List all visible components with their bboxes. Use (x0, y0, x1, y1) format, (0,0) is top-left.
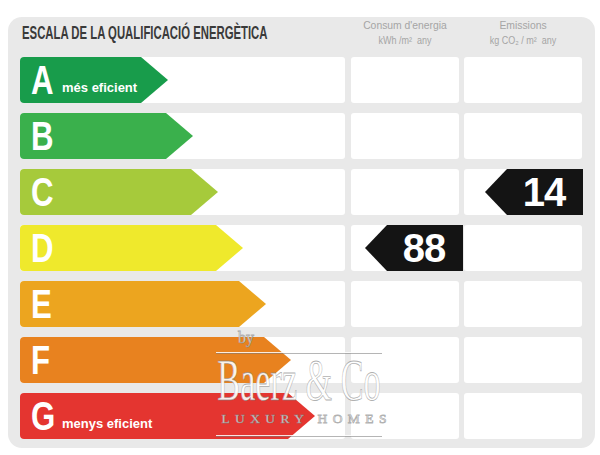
emissions-cell (464, 337, 582, 383)
rating-row-d: D88 (8, 225, 595, 271)
emissions-column-title: Emissions (470, 19, 576, 31)
watermark-name: Baerz & Co (217, 350, 380, 410)
consum-cell (351, 113, 459, 159)
rating-letter: G (31, 396, 55, 436)
rating-row-b: B (8, 113, 595, 159)
rating-arrow-c: C (20, 169, 218, 215)
rating-letter: D (31, 228, 54, 268)
consum-column-unit: kWh /m² any (356, 35, 453, 46)
emissions-cell (464, 393, 582, 439)
rating-arrow-fill (20, 281, 266, 327)
watermark-subtitle: LUXURY HOMES (216, 411, 382, 427)
rating-letter: B (31, 116, 54, 156)
emissions-cell (464, 57, 582, 103)
rating-row-c: C14 (8, 169, 595, 215)
consum-cell (351, 281, 459, 327)
rating-arrow-a: Amés eficient (20, 57, 168, 103)
scale-title: ESCALA DE LA QUALIFICACIÓ ENERGÈTICA (22, 24, 267, 42)
rating-letter: A (31, 60, 54, 100)
rating-note: més eficient (62, 80, 137, 95)
watermark-logo: by Baerz & Co LUXURY HOMES (216, 330, 382, 440)
rating-letter: F (31, 340, 50, 380)
emissions-cell (464, 281, 582, 327)
rating-letter: E (31, 284, 52, 324)
consum-cell (351, 169, 459, 215)
rating-note: menys eficient (62, 416, 152, 431)
emissions-column-unit: kg CO₂ / m² any (470, 35, 576, 46)
consum-column-header: Consum d'energia kWh /m² any (356, 19, 453, 46)
rating-arrow-e: E (20, 281, 266, 327)
consum-cell (351, 57, 459, 103)
emissions-column-header: Emissions kg CO₂ / m² any (470, 19, 576, 46)
rating-arrow-b: B (20, 113, 193, 159)
rating-row-e: E (8, 281, 595, 327)
rating-row-a: Amés eficient (8, 57, 595, 103)
rating-arrow-d: D (20, 225, 243, 271)
consum-column-title: Consum d'energia (356, 19, 453, 31)
emissions-cell (464, 225, 582, 271)
watermark-divider-bottom (216, 435, 382, 436)
emissions-cell (464, 113, 582, 159)
rating-letter: C (31, 172, 54, 212)
watermark-by: by (238, 329, 254, 347)
